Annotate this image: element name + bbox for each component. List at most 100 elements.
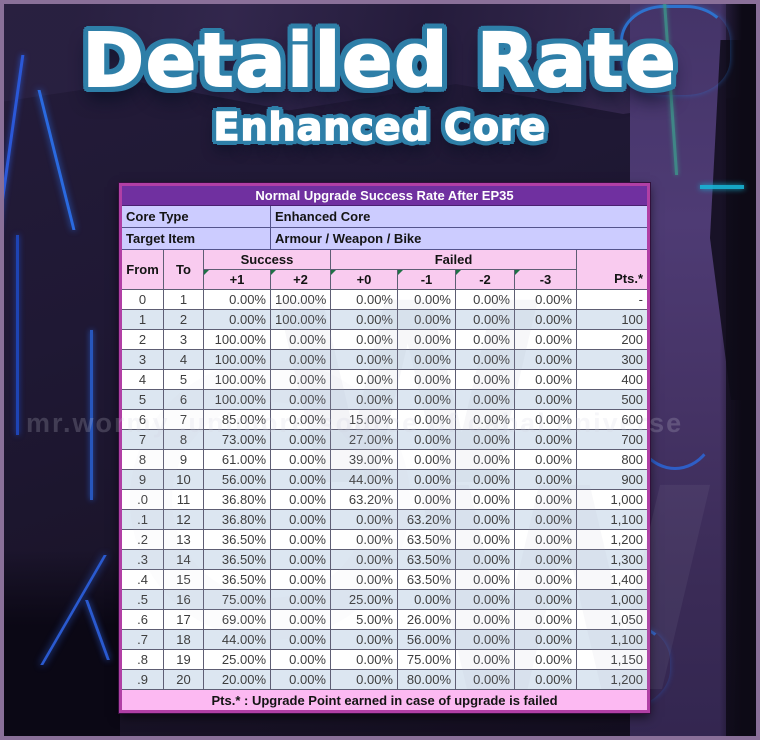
cell-success-plus1: 36.80%	[203, 489, 271, 510]
cell-success-plus2: 0.00%	[270, 529, 331, 550]
table-row: 6 7 85.00% 0.00% 15.00% 0.00% 0.00% 0.00…	[120, 409, 650, 430]
cell-success-plus1: 69.00%	[203, 609, 271, 630]
cell-from: .6	[120, 609, 164, 630]
cell-failed-minus3: 0.00%	[514, 589, 577, 610]
cell-to: 5	[163, 369, 204, 390]
page-title: Detailed Rate	[81, 17, 678, 105]
cell-failed-minus2: 0.00%	[455, 609, 515, 630]
cell-from: .7	[120, 629, 164, 650]
cell-from: 2	[120, 329, 164, 350]
cell-failed-plus0: 0.00%	[330, 629, 398, 650]
cell-failed-minus2: 0.00%	[455, 509, 515, 530]
table-row: 4 5 100.00% 0.00% 0.00% 0.00% 0.00% 0.00…	[120, 369, 650, 390]
cell-failed-plus0: 0.00%	[330, 549, 398, 570]
cell-from: 7	[120, 429, 164, 450]
cell-success-plus2: 0.00%	[270, 389, 331, 410]
table-row: 5 6 100.00% 0.00% 0.00% 0.00% 0.00% 0.00…	[120, 389, 650, 410]
cell-failed-minus3: 0.00%	[514, 629, 577, 650]
cell-failed-minus2: 0.00%	[455, 309, 515, 330]
cell-to: 14	[163, 549, 204, 570]
cell-to: 8	[163, 429, 204, 450]
cell-failed-minus3: 0.00%	[514, 509, 577, 530]
cell-success-plus1: 61.00%	[203, 449, 271, 470]
cell-success-plus1: 25.00%	[203, 649, 271, 670]
cell-failed-minus2: 0.00%	[455, 469, 515, 490]
cell-success-plus1: 100.00%	[203, 389, 271, 410]
cell-success-plus1: 44.00%	[203, 629, 271, 650]
col-header-plus2: +2	[270, 269, 331, 290]
cell-failed-minus1: 0.00%	[397, 309, 456, 330]
cell-failed-plus0: 15.00%	[330, 409, 398, 430]
cell-failed-minus3: 0.00%	[514, 449, 577, 470]
cell-from: 6	[120, 409, 164, 430]
cell-to: 13	[163, 529, 204, 550]
background-bottom-shadow	[0, 550, 120, 740]
cell-from: .0	[120, 489, 164, 510]
cell-failed-minus2: 0.00%	[455, 429, 515, 450]
cell-failed-minus1: 75.00%	[397, 649, 456, 670]
cell-from: 8	[120, 449, 164, 470]
col-header-from: From	[120, 249, 164, 290]
cell-pts: 1,000	[575, 489, 650, 510]
cell-failed-minus2: 0.00%	[455, 649, 515, 670]
cell-from: .5	[120, 589, 164, 610]
cell-success-plus2: 0.00%	[270, 509, 331, 530]
cell-failed-minus1: 0.00%	[397, 389, 456, 410]
cell-failed-minus2: 0.00%	[455, 409, 515, 430]
cell-failed-minus3: 0.00%	[514, 489, 577, 510]
sub-header-row: +1 +2 +0 -1 -2 -3	[121, 269, 649, 290]
cell-failed-minus1: 0.00%	[397, 369, 456, 390]
table-row: 2 3 100.00% 0.00% 0.00% 0.00% 0.00% 0.00…	[120, 329, 650, 350]
cell-pts: 1,400	[575, 569, 650, 590]
cell-failed-plus0: 0.00%	[330, 329, 398, 350]
col-header-pts: Pts.*	[575, 249, 650, 290]
neon-line	[90, 330, 93, 500]
title-block: Detailed Rate Enhanced Core	[0, 17, 760, 150]
cell-failed-minus3: 0.00%	[514, 329, 577, 350]
cell-to: 11	[163, 489, 204, 510]
cell-to: 1	[163, 289, 204, 310]
cell-failed-minus1: 0.00%	[397, 289, 456, 310]
cell-success-plus2: 0.00%	[270, 449, 331, 470]
cell-failed-minus3: 0.00%	[514, 369, 577, 390]
cell-pts: 1,000	[575, 589, 650, 610]
cell-failed-plus0: 0.00%	[330, 389, 398, 410]
group-header-row: From To Success Failed Pts.*	[120, 249, 650, 290]
cell-failed-plus0: 63.20%	[330, 489, 398, 510]
page-subtitle: Enhanced Core	[213, 104, 547, 150]
cell-from: .2	[120, 529, 164, 550]
cell-success-plus2: 0.00%	[270, 629, 331, 650]
cell-pts: 1,100	[575, 629, 650, 650]
col-header-success: Success	[203, 249, 331, 270]
cell-failed-plus0: 0.00%	[330, 649, 398, 670]
cell-failed-minus3: 0.00%	[514, 309, 577, 330]
col-header-minus3: -3	[514, 269, 577, 290]
cell-failed-plus0: 0.00%	[330, 289, 398, 310]
cell-success-plus2: 0.00%	[270, 349, 331, 370]
cell-to: 15	[163, 569, 204, 590]
cell-failed-minus3: 0.00%	[514, 649, 577, 670]
table-row: 1 2 0.00% 100.00% 0.00% 0.00% 0.00% 0.00…	[120, 309, 650, 330]
cell-success-plus2: 0.00%	[270, 649, 331, 670]
cell-to: 4	[163, 349, 204, 370]
cell-failed-minus1: 0.00%	[397, 349, 456, 370]
cell-failed-plus0: 0.00%	[330, 529, 398, 550]
cell-failed-minus1: 80.00%	[397, 669, 456, 690]
cell-success-plus1: 56.00%	[203, 469, 271, 490]
cell-failed-plus0: 44.00%	[330, 469, 398, 490]
cell-pts: 600	[575, 409, 650, 430]
core-type-label: Core Type	[120, 205, 271, 228]
cell-pts: 1,200	[575, 669, 650, 690]
table-row: .8 19 25.00% 0.00% 0.00% 75.00% 0.00% 0.…	[120, 649, 650, 670]
cell-failed-minus2: 0.00%	[455, 289, 515, 310]
cell-pts: 500	[575, 389, 650, 410]
target-item-row: Target Item Armour / Weapon / Bike	[120, 227, 650, 250]
cell-failed-minus3: 0.00%	[514, 469, 577, 490]
cell-success-plus1: 36.80%	[203, 509, 271, 530]
cell-from: .3	[120, 549, 164, 570]
cell-failed-minus1: 0.00%	[397, 489, 456, 510]
cell-success-plus2: 0.00%	[270, 369, 331, 390]
cell-success-plus2: 0.00%	[270, 409, 331, 430]
cell-failed-minus1: 63.50%	[397, 569, 456, 590]
cell-failed-plus0: 5.00%	[330, 609, 398, 630]
